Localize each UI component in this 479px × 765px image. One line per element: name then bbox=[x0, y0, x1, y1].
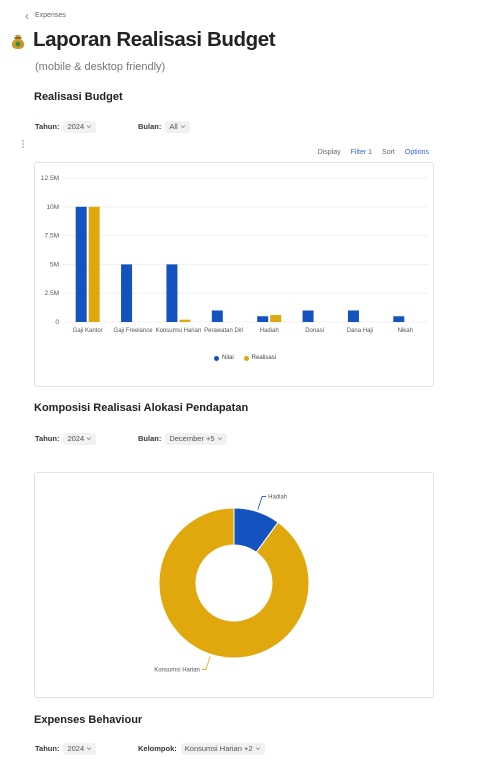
bar bbox=[393, 316, 405, 322]
bar bbox=[166, 264, 178, 322]
filter-dropdown[interactable]: 2024 bbox=[63, 121, 97, 133]
filter-label: Kelompok: bbox=[138, 744, 177, 753]
filter-label: Tahun: bbox=[35, 434, 60, 443]
dropdown-caret bbox=[86, 125, 92, 129]
filter-dropdown[interactable]: December +5 bbox=[165, 433, 227, 445]
filter: Kelompok: Konsumsi Harian +2 bbox=[138, 743, 265, 755]
bar bbox=[347, 310, 359, 322]
donut-slice bbox=[158, 507, 310, 659]
bar bbox=[121, 264, 133, 322]
y-tick-label: 7.5M bbox=[45, 233, 59, 240]
label-leader bbox=[201, 656, 211, 670]
money-bag-icon bbox=[11, 35, 25, 49]
bar bbox=[302, 310, 314, 322]
bar bbox=[257, 316, 269, 322]
legend-item[interactable]: Nilai bbox=[213, 355, 234, 361]
section-heading: Komposisi Realisasi Alokasi Pendapatan bbox=[34, 402, 249, 414]
section-heading: Expenses Behaviour bbox=[34, 714, 143, 726]
subtitle: (mobile & desktop friendly) bbox=[35, 61, 166, 73]
bar bbox=[179, 319, 191, 322]
slice-label: Hadiah bbox=[268, 494, 287, 500]
filter: Tahun: 2024 bbox=[35, 121, 97, 133]
breadcrumb[interactable]: Expenses bbox=[35, 12, 66, 19]
x-tick-label: Dana Haji bbox=[346, 328, 374, 334]
x-tick-label: Nikah bbox=[397, 328, 413, 334]
toolbar-button[interactable]: Filter 1 bbox=[350, 149, 373, 156]
slice-label: Konsumsi Harian bbox=[154, 668, 200, 674]
dropdown-caret bbox=[217, 437, 222, 441]
x-tick-label: Konsumsi Harian bbox=[155, 328, 202, 334]
filter: Tahun: 2024 bbox=[35, 433, 97, 445]
view-toolbar: Display Filter 1 Sort Options bbox=[318, 149, 429, 156]
toolbar-button[interactable]: Options bbox=[404, 149, 429, 156]
bar bbox=[211, 310, 223, 322]
back-arrow[interactable] bbox=[25, 13, 29, 20]
filter-dropdown[interactable]: 2024 bbox=[63, 743, 97, 755]
legend-label: Nilai bbox=[221, 355, 234, 361]
dropdown-caret bbox=[86, 747, 92, 751]
y-tick-label: 12.5M bbox=[41, 175, 59, 182]
page-title: Laporan Realisasi Budget bbox=[33, 28, 276, 51]
x-tick-label: Gaji Freelance bbox=[113, 328, 153, 334]
bar-chart-card bbox=[34, 162, 434, 387]
donut-chart-card bbox=[34, 472, 434, 698]
more-menu[interactable] bbox=[22, 140, 24, 148]
section-heading: Realisasi Budget bbox=[34, 91, 123, 103]
legend: Nilai Realisasi bbox=[0, 355, 479, 361]
filter: Bulan: December +5 bbox=[138, 433, 227, 445]
filter-dropdown[interactable]: 2024 bbox=[63, 433, 97, 445]
toolbar-button[interactable]: Display bbox=[317, 149, 341, 156]
filter: Tahun: 2024 bbox=[35, 743, 97, 755]
y-tick-label: 2.5M bbox=[45, 290, 59, 297]
bar bbox=[270, 315, 282, 322]
x-tick-label: Gaji Kantor bbox=[72, 328, 103, 334]
filter-label: Tahun: bbox=[35, 122, 60, 131]
legend-swatch bbox=[213, 355, 219, 361]
toolbar-button[interactable]: Sort bbox=[382, 149, 395, 156]
filter-label: Bulan: bbox=[138, 122, 162, 131]
bar bbox=[75, 206, 87, 322]
filter-dropdown[interactable]: All bbox=[165, 121, 190, 133]
x-tick-label: Hadiah bbox=[259, 328, 279, 334]
legend-label: Realisasi bbox=[251, 355, 276, 361]
filter-label: Bulan: bbox=[138, 434, 162, 443]
filter: Bulan: All bbox=[138, 121, 190, 133]
filter-label: Tahun: bbox=[35, 744, 60, 753]
x-tick-label: Donasi bbox=[305, 328, 324, 334]
dropdown-caret bbox=[255, 747, 260, 751]
filter-dropdown[interactable]: Konsumsi Harian +2 bbox=[180, 743, 265, 755]
legend-item[interactable]: Realisasi bbox=[243, 355, 276, 361]
x-tick-label: Perawatan Diri bbox=[204, 328, 244, 334]
y-tick-label: 5M bbox=[50, 261, 59, 268]
dropdown-caret bbox=[180, 125, 185, 129]
dropdown-caret bbox=[86, 437, 92, 441]
y-tick-label: 0 bbox=[55, 319, 59, 326]
legend-swatch bbox=[243, 355, 249, 361]
bar bbox=[88, 206, 100, 322]
label-leader bbox=[257, 496, 267, 510]
y-tick-label: 10M bbox=[46, 204, 59, 211]
